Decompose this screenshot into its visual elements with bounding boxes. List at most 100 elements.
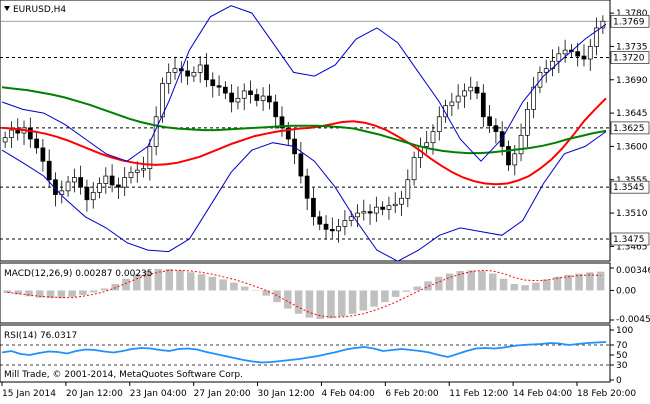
- macd-bar: [564, 274, 573, 291]
- macd-bar: [445, 273, 454, 291]
- candle-body: [147, 146, 153, 169]
- candle-body: [103, 175, 109, 184]
- y-tick-label: 1.3600: [616, 142, 648, 152]
- macd-bar: [143, 270, 152, 291]
- macd-bar: [35, 290, 44, 298]
- candle-body: [323, 223, 329, 230]
- macd-bar: [176, 270, 184, 291]
- candle-body: [449, 101, 455, 107]
- candle-body: [392, 203, 398, 207]
- candle-body: [380, 206, 386, 210]
- series-line-1: [1, 86, 607, 155]
- candle-body: [166, 72, 172, 84]
- candle-body: [594, 27, 599, 47]
- macd-bar: [348, 290, 357, 314]
- macd-bar: [499, 278, 508, 291]
- candle-body: [298, 153, 304, 177]
- macd-bar: [294, 290, 303, 314]
- macd-bar: [553, 276, 562, 291]
- candle-body: [411, 157, 417, 181]
- macd-bar: [478, 270, 486, 291]
- macd-bar: [532, 282, 540, 291]
- candle-body: [153, 116, 159, 147]
- macd-bar: [3, 290, 12, 294]
- rsi-tick-label: 50: [616, 351, 628, 361]
- macd-bar: [424, 281, 432, 291]
- candle-body: [562, 49, 568, 55]
- macd-bar: [100, 288, 109, 291]
- rsi-line: [1, 341, 607, 364]
- main-panel-frame: [0, 0, 611, 262]
- macd-bar: [89, 290, 98, 293]
- y-tick-label: 1.3510: [616, 209, 648, 219]
- candle-body: [78, 177, 84, 188]
- candle-body: [531, 86, 537, 110]
- rsi-tick-label: 100: [616, 326, 633, 336]
- candle-body: [518, 134, 524, 155]
- candle-body: [90, 191, 96, 201]
- macd-bar: [25, 290, 33, 297]
- candle-body: [260, 95, 266, 101]
- macd-bar: [402, 290, 411, 292]
- x-tick-label: 15 Jan 2014: [2, 389, 56, 399]
- level-label: 1.3625: [613, 124, 645, 134]
- candle-body: [279, 116, 285, 129]
- candle-body: [355, 212, 360, 218]
- candle-body: [311, 197, 316, 218]
- rsi-tick-label: 70: [616, 341, 628, 351]
- candle-body: [304, 175, 310, 199]
- candle-body: [367, 211, 373, 214]
- macd-bar: [305, 290, 314, 318]
- candle-body: [65, 181, 71, 192]
- rsi-panel-frame: [0, 324, 611, 383]
- candle-body: [216, 85, 222, 88]
- candle-body: [443, 105, 448, 118]
- macd-panel-frame: [0, 262, 611, 324]
- candle-body: [468, 86, 474, 92]
- candle-body: [361, 211, 367, 214]
- candle-body: [373, 206, 379, 214]
- macd-bar: [596, 271, 605, 291]
- candle-body: [134, 169, 140, 173]
- level-label: 1.3545: [613, 183, 645, 193]
- macd-bar: [154, 269, 163, 291]
- candle-body: [506, 146, 511, 166]
- candle-body: [109, 175, 115, 186]
- macd-bar: [337, 290, 346, 317]
- macd-plot: [3, 269, 605, 319]
- dropdown-triangle-icon[interactable]: [4, 6, 10, 11]
- macd-bar: [197, 274, 206, 291]
- macd-bar: [391, 290, 400, 297]
- macd-bar: [111, 283, 120, 291]
- candle-body: [122, 177, 128, 188]
- candle-body: [128, 171, 134, 178]
- level-label: 1.3475: [613, 235, 645, 245]
- level-label: 1.3720: [613, 54, 645, 64]
- y-tick-label: 1.3645: [616, 109, 648, 119]
- main-plot: [0, 5, 610, 262]
- candle-body: [556, 53, 562, 62]
- candle-body: [317, 216, 323, 225]
- macd-bar: [14, 290, 22, 295]
- candle-body: [329, 229, 335, 232]
- x-tick-label: 23 Jan 04:00: [130, 389, 187, 399]
- macd-bar: [575, 273, 583, 291]
- candle-body: [191, 72, 197, 77]
- axes: 1.37801.37351.36901.36451.36001.35551.35…: [1, 9, 650, 399]
- candle-body: [116, 184, 121, 188]
- macd-bar: [542, 279, 551, 291]
- candle-body: [222, 86, 228, 94]
- candle-body: [160, 83, 165, 118]
- candle-body: [15, 129, 21, 134]
- candle-body: [405, 179, 411, 199]
- rsi-label: RSI(14) 76.0317: [4, 331, 77, 341]
- chart-title: EURUSD,H4: [13, 5, 66, 15]
- current-price-label: 1.3769: [613, 17, 645, 27]
- y-tick-label: 1.3690: [616, 76, 648, 86]
- rsi-tick-label: 0: [616, 376, 622, 386]
- candle-body: [462, 90, 467, 97]
- candle-body: [141, 168, 146, 171]
- candle-body: [204, 64, 209, 81]
- candle-body: [424, 142, 430, 147]
